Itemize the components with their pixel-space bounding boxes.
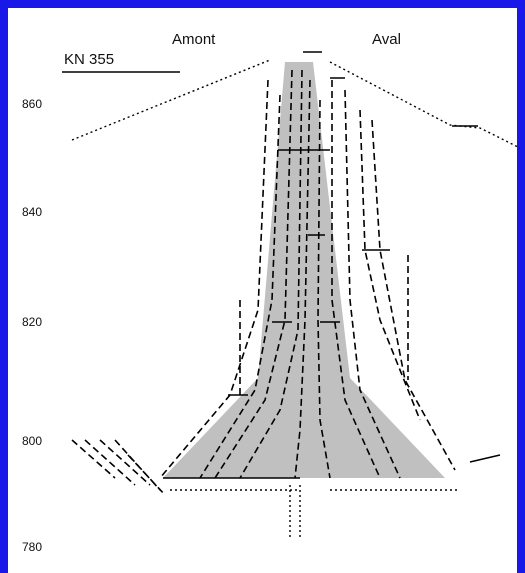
upstream-label: Amont <box>172 31 216 48</box>
canvas <box>8 8 517 573</box>
elevation-label: 820 <box>22 315 42 329</box>
downstream-label: Aval <box>372 31 401 48</box>
elevation-label: 800 <box>22 434 42 448</box>
elevation-label: 780 <box>22 540 42 554</box>
elevation-label: 860 <box>22 97 42 111</box>
section-label: KN 355 <box>64 51 114 68</box>
diagram: Amont Aval KN 355 860 840 820 800 780 <box>0 0 525 573</box>
elevation-label: 840 <box>22 205 42 219</box>
